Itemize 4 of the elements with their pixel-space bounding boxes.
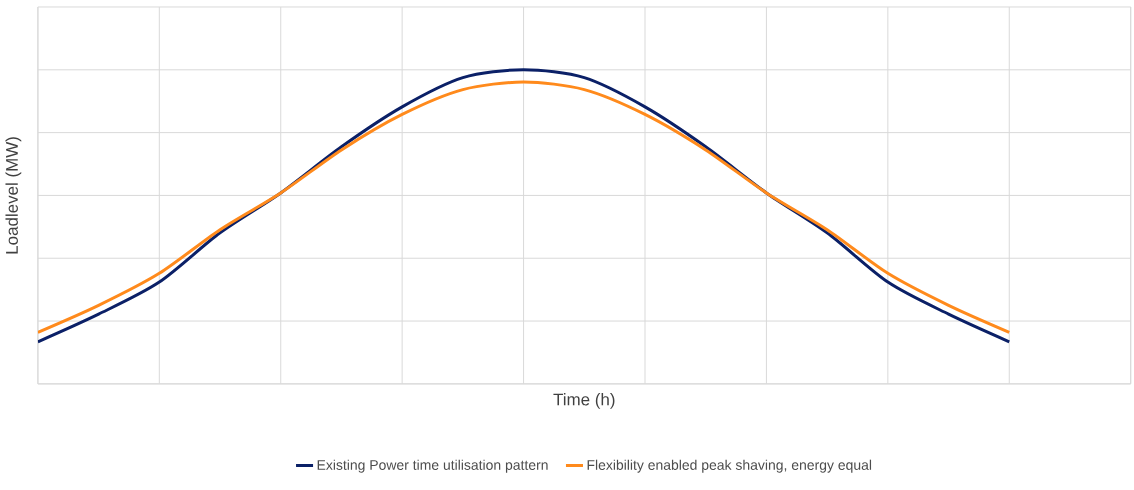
- legend-label: Flexibility enabled peak shaving, energy equal: [587, 459, 872, 473]
- x-axis-title: Time (h): [553, 393, 615, 410]
- y-axis-title: Loadlevel (MW): [5, 137, 22, 254]
- legend-label: Existing Power time utilisation pattern: [317, 459, 548, 473]
